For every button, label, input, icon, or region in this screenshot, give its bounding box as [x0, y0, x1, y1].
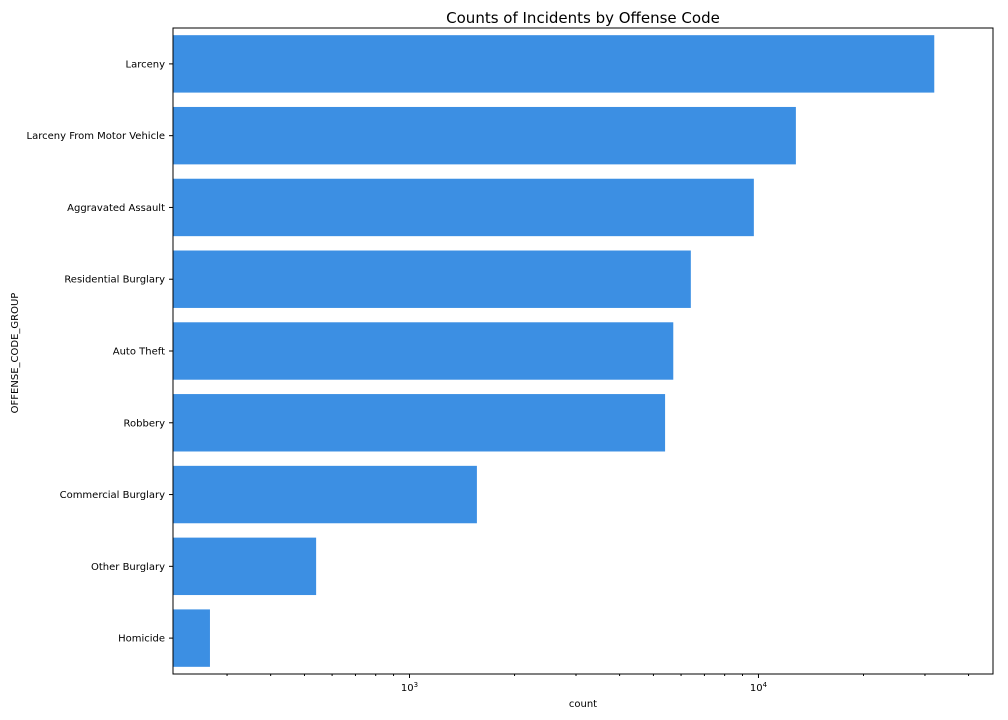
bar-aggravated-assault [173, 178, 754, 237]
y-tick-label: Larceny [126, 59, 166, 70]
bar-auto-theft [173, 322, 674, 380]
y-tick-label: Aggravated Assault [67, 203, 165, 214]
bar-commercial-burglary [173, 465, 477, 524]
y-tick-label: Larceny From Motor Vehicle [27, 131, 165, 142]
x-tick-label: 104 [750, 681, 768, 694]
bars-group [173, 35, 935, 667]
bar-larceny-from-motor-vehicle [173, 106, 796, 165]
x-axis-label: count [569, 699, 597, 710]
y-axis-label: OFFENSE_CODE_GROUP [10, 293, 21, 414]
y-tick-label: Commercial Burglary [60, 490, 165, 501]
y-tick-label: Auto Theft [113, 347, 165, 358]
chart-title: Counts of Incidents by Offense Code [446, 9, 720, 27]
bar-other-burglary [173, 537, 317, 596]
bar-homicide [173, 609, 210, 667]
y-ticks-group: Larceny Larceny From Motor Vehicle Aggrava… [27, 59, 173, 645]
y-tick-label: Other Burglary [91, 562, 165, 573]
y-tick-label: Residential Burglary [64, 275, 165, 286]
x-tick-label: 103 [401, 681, 418, 694]
plot-frame [172, 27, 994, 675]
bar-residential-burglary [173, 250, 691, 308]
y-tick-label: Robbery [124, 418, 166, 429]
bar-larceny [173, 35, 935, 93]
y-tick-label: Homicide [118, 634, 165, 645]
x-ticks-group: 103 104 [226, 674, 970, 694]
bar-robbery [173, 394, 666, 452]
